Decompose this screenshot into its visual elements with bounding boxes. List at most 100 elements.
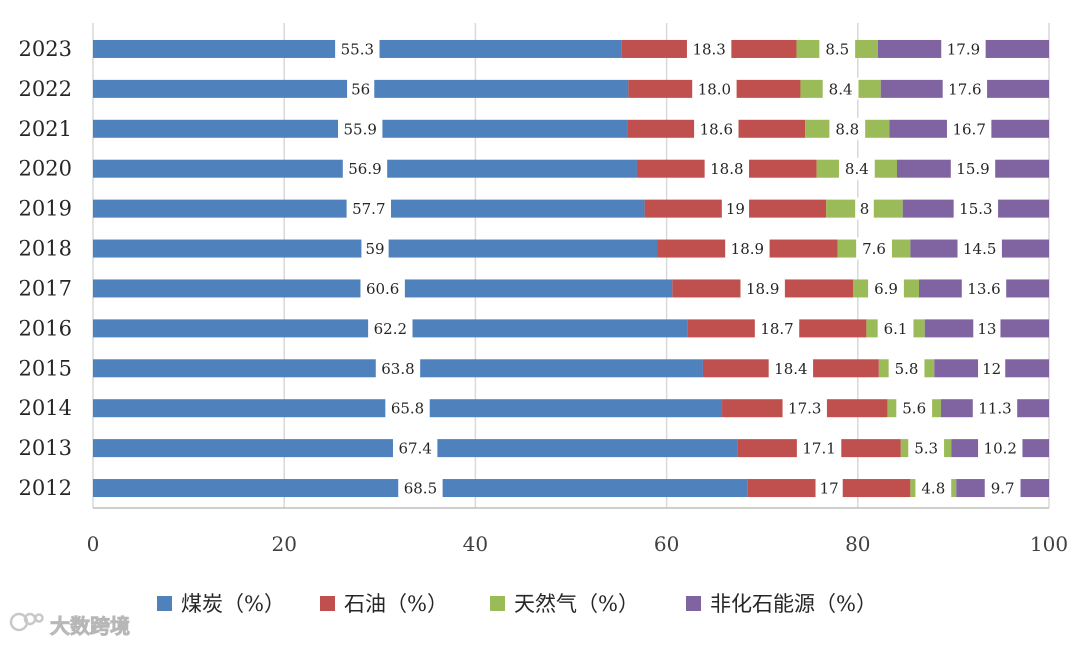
data-label: 17.3	[788, 400, 821, 418]
data-label-background	[704, 157, 750, 180]
data-label-background	[692, 77, 737, 100]
data-label-background	[398, 477, 443, 500]
legend-label: 非化石能源（%）	[710, 592, 877, 616]
legend-label: 煤炭（%）	[181, 592, 285, 616]
data-label-background	[908, 437, 945, 460]
y-tick-label: 2020	[19, 157, 72, 181]
data-label: 7.6	[862, 240, 886, 258]
data-labels: 55.3 18.3 8.5 17.9 56 18.0 8.4 17.6 55.9 18.6 8.8 1…	[335, 37, 1023, 500]
data-label: 18.3	[692, 40, 725, 58]
data-label-background	[368, 317, 413, 340]
data-label-background	[973, 317, 1001, 340]
data-label-background	[961, 277, 1007, 300]
data-label-background	[978, 357, 1006, 380]
data-label: 62.2	[374, 320, 407, 338]
data-label-background	[721, 197, 750, 220]
data-label-background	[375, 357, 421, 380]
data-label: 18.4	[774, 360, 807, 378]
data-label-background	[946, 117, 992, 140]
data-label: 8.8	[835, 120, 859, 138]
data-label-background	[754, 317, 800, 340]
data-label: 19	[726, 200, 745, 218]
data-label-background	[740, 277, 785, 300]
y-tick-label: 2021	[19, 117, 72, 141]
y-tick-label: 2017	[19, 276, 72, 300]
y-tick-label: 2018	[19, 237, 72, 261]
data-label: 5.6	[902, 400, 926, 418]
legend-label: 天然气（%）	[514, 592, 639, 616]
data-label-background	[868, 277, 904, 300]
data-label: 18.6	[700, 120, 733, 138]
data-label-background	[942, 77, 988, 100]
data-label: 4.8	[921, 480, 945, 498]
data-label: 14.5	[963, 240, 996, 258]
data-label-background	[915, 477, 952, 500]
data-label: 6.1	[884, 320, 908, 338]
data-label-background	[888, 357, 925, 380]
data-label: 56	[351, 80, 370, 98]
data-label-background	[694, 117, 739, 140]
data-label: 63.8	[381, 360, 414, 378]
data-label: 12	[982, 360, 1001, 378]
data-label: 18.0	[698, 80, 731, 98]
data-label-background	[385, 397, 430, 420]
legend-swatch	[320, 596, 335, 611]
data-label: 8.4	[845, 160, 869, 178]
data-label: 68.5	[404, 480, 437, 498]
data-label-background	[972, 397, 1018, 420]
y-tick-label: 2019	[19, 197, 72, 221]
data-label: 8.5	[825, 40, 849, 58]
x-tick-label: 100	[1030, 532, 1068, 556]
legend-label: 石油（%）	[344, 592, 448, 616]
data-label-background	[338, 117, 383, 140]
data-label-background	[335, 37, 380, 60]
data-label: 10.2	[984, 440, 1017, 458]
data-label: 55.3	[341, 40, 374, 58]
watermark: 大数跨境	[9, 612, 130, 638]
data-label: 6.9	[874, 280, 898, 298]
data-label-background	[829, 117, 866, 140]
data-label: 8	[860, 200, 870, 218]
data-label: 11.3	[978, 400, 1011, 418]
data-label: 17.1	[802, 440, 835, 458]
data-label-background	[838, 157, 875, 180]
y-tick-label: 2012	[19, 476, 72, 500]
data-label: 8.4	[829, 80, 853, 98]
data-label: 13	[977, 320, 996, 338]
data-label-background	[822, 77, 859, 100]
data-label: 16.7	[952, 120, 985, 138]
data-label: 5.8	[895, 360, 919, 378]
data-label: 18.7	[760, 320, 793, 338]
data-label-background	[953, 197, 999, 220]
data-label: 17	[820, 480, 839, 498]
data-label-background	[978, 437, 1023, 460]
data-label: 15.3	[959, 200, 992, 218]
x-tick-label: 60	[654, 532, 679, 556]
x-tick-label: 80	[845, 532, 870, 556]
data-label: 56.9	[348, 160, 381, 178]
data-label: 18.9	[731, 240, 764, 258]
axes: 0 20 40 60 80 100 2023 2022 2021 2020 2019 2018 2017…	[19, 37, 1069, 556]
x-tick-label: 0	[87, 532, 100, 556]
legend-swatch	[490, 596, 505, 611]
data-label-background	[725, 237, 770, 260]
data-label-background	[984, 477, 1021, 500]
data-label: 17.6	[948, 80, 981, 98]
y-tick-label: 2016	[19, 316, 72, 340]
data-label: 17.9	[947, 40, 980, 58]
data-label-background	[347, 77, 375, 100]
data-label: 55.9	[343, 120, 376, 138]
gridlines	[92, 23, 1050, 508]
y-tick-label: 2022	[19, 77, 72, 101]
brand-logo-icon	[9, 612, 44, 632]
data-label-background	[815, 477, 843, 500]
data-label-background	[342, 157, 388, 180]
data-label-background	[768, 357, 814, 380]
y-tick-label: 2015	[19, 356, 72, 380]
data-label-background	[782, 397, 827, 420]
data-label-background	[360, 277, 405, 300]
data-label-background	[819, 37, 856, 60]
legend-swatch	[157, 596, 172, 611]
legend-swatch	[686, 596, 701, 611]
